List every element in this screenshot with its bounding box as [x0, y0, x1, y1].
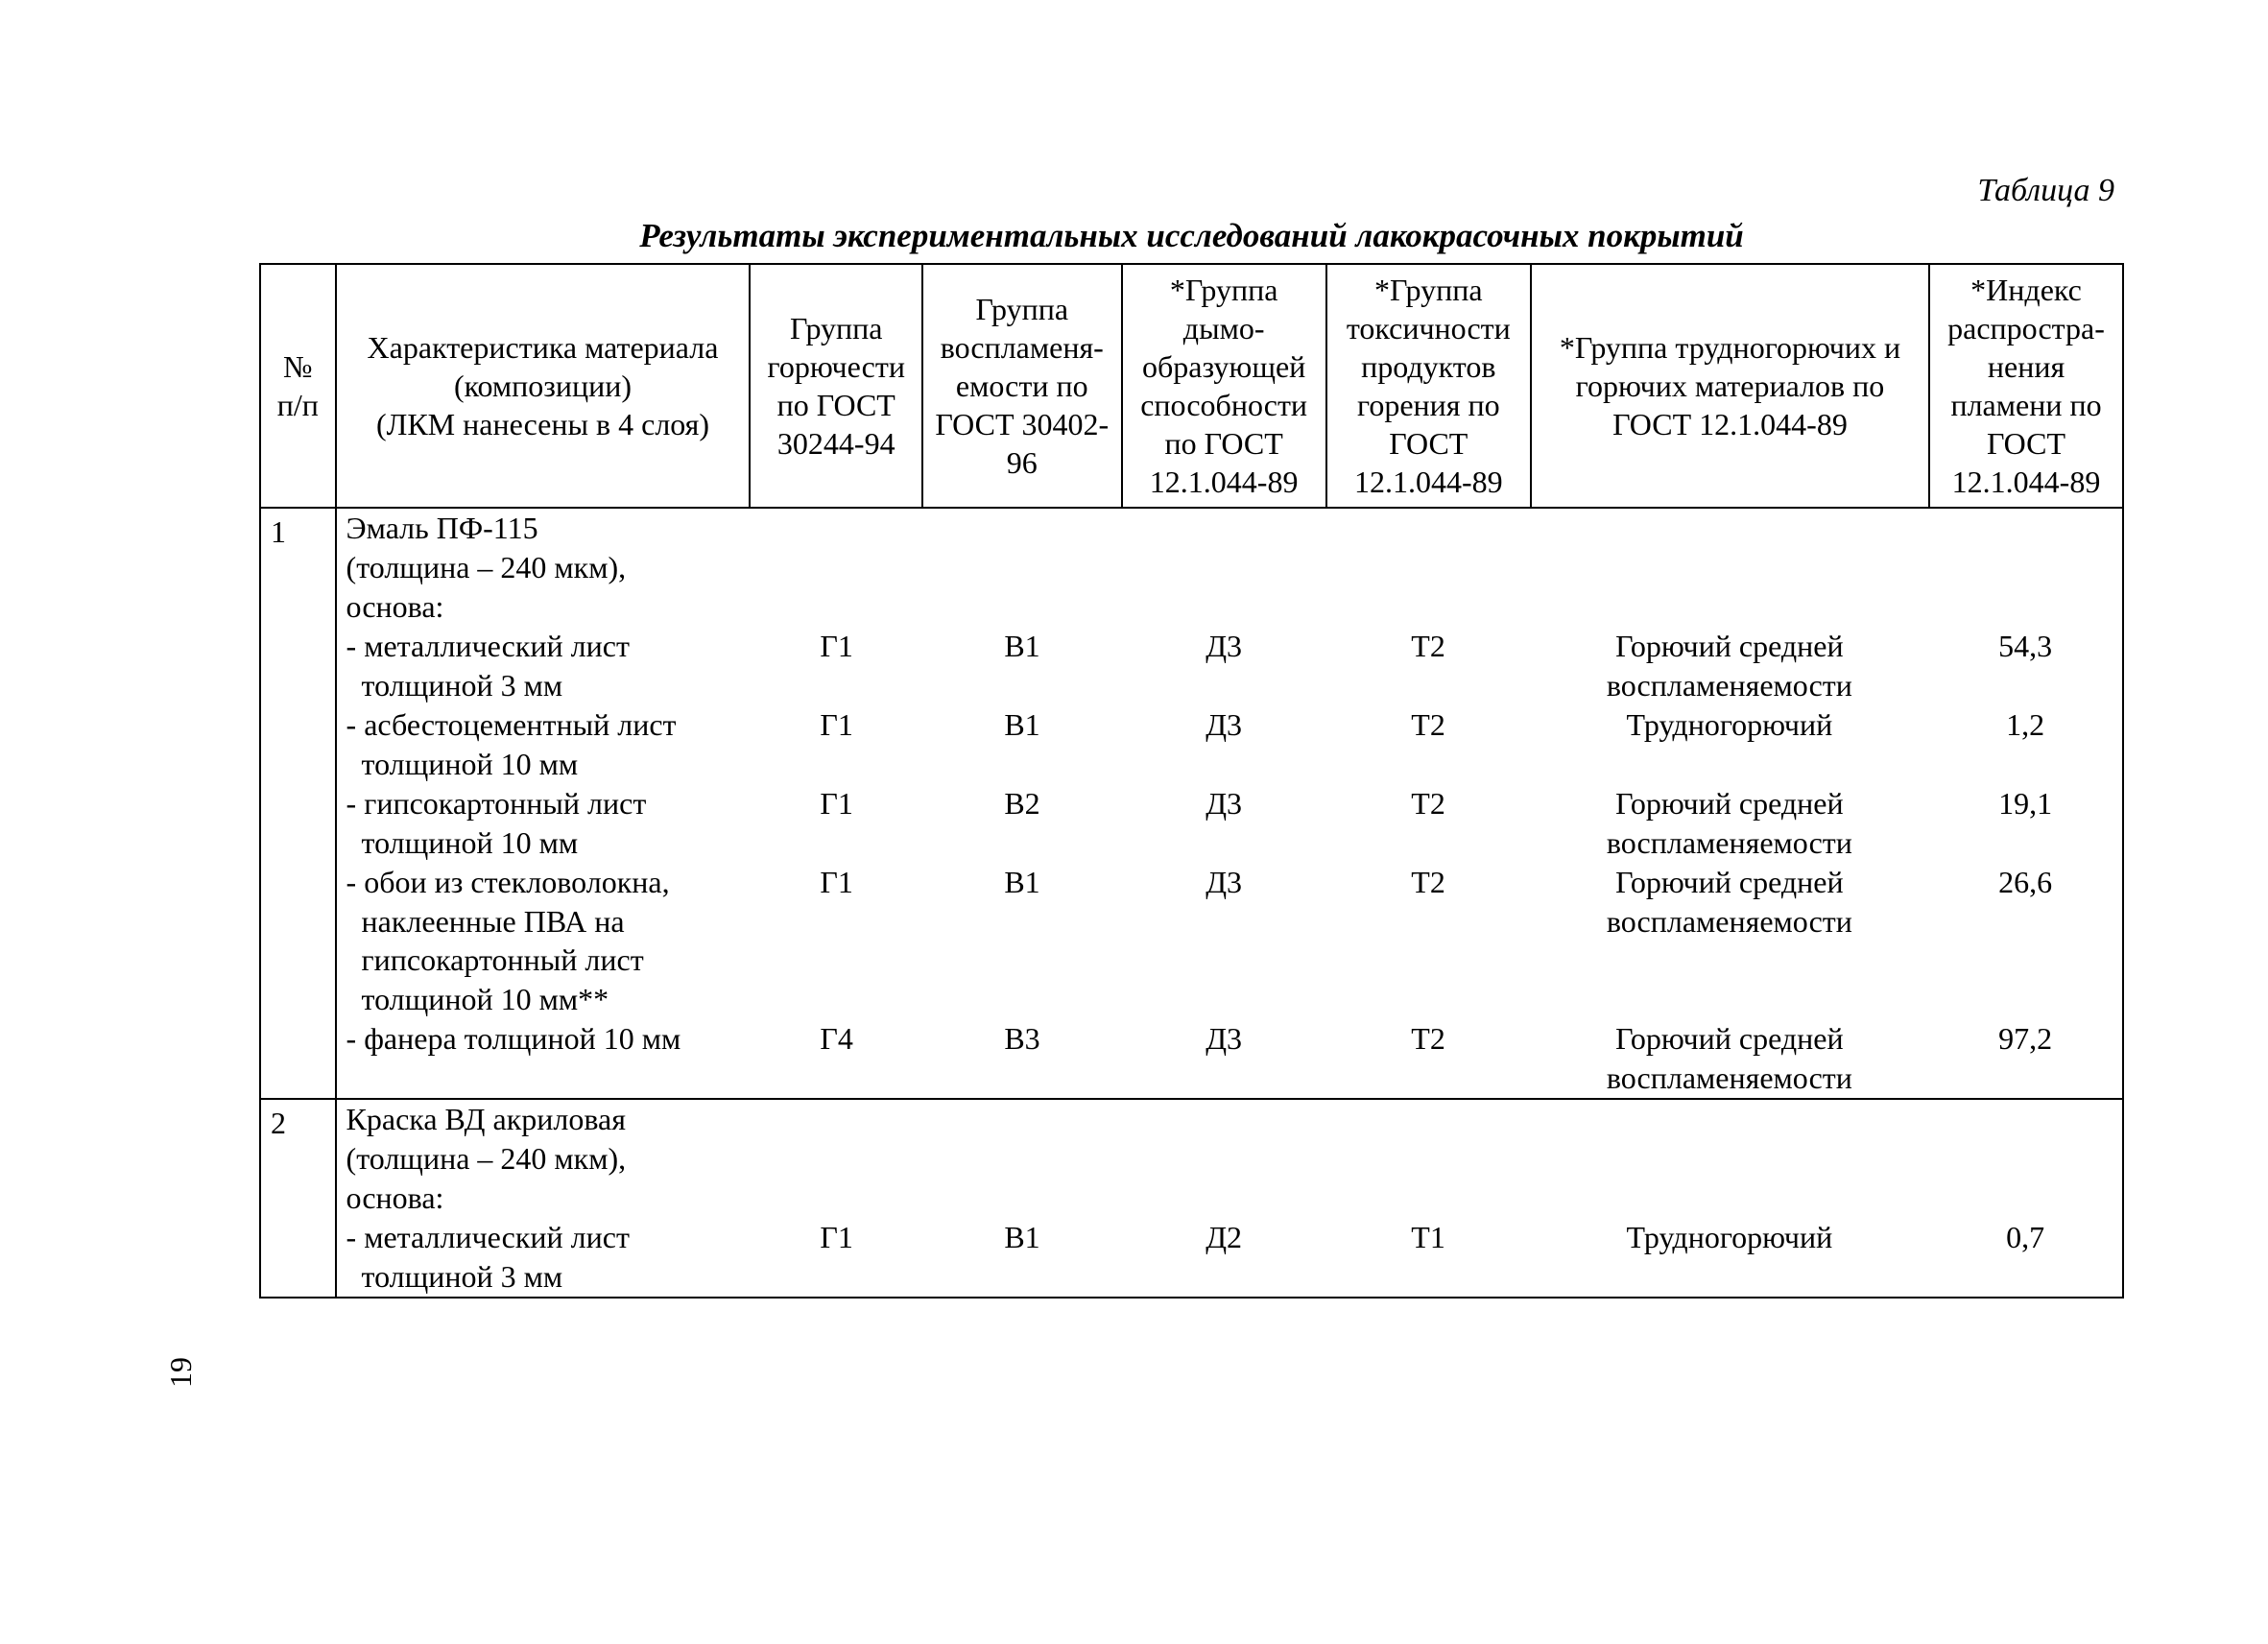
cell-index: 97,2 [1928, 1019, 2122, 1098]
material-desc: - фанера толщиной 10 мм [337, 1019, 751, 1098]
cell-goruchest: Г1 [751, 863, 922, 1020]
col-vosplam: Группа воспламеня­емости по ГОСТ 30402-9… [922, 264, 1122, 508]
col-material: Характеристика материала (композиции)(ЛК… [336, 264, 751, 508]
cell-vosplam: В2 [922, 784, 1121, 863]
material-desc: - асбестоцементный лист толщиной 10 мм [337, 705, 751, 784]
material-header: Эмаль ПФ-115(толщина – 240 мкм),основа: [337, 509, 751, 627]
col-dym: *Группа дымо­образующей способности по Г… [1122, 264, 1326, 508]
cell-index: 0,7 [1928, 1218, 2122, 1297]
cell-vosplam: В1 [922, 705, 1121, 784]
cell-dym: Д3 [1122, 627, 1326, 705]
material-desc: - металлический лист толщиной 3 мм [337, 1218, 751, 1297]
cell-goruchest: Г1 [751, 784, 922, 863]
cell-dym: Д2 [1122, 1218, 1326, 1297]
cell-vosplam: В1 [922, 863, 1121, 1020]
material-subrow: - асбестоцементный лист толщиной 10 ммГ1… [337, 705, 2122, 784]
table-number-label: Таблица 9 [259, 173, 2124, 209]
cell-toxic: Т2 [1326, 705, 1531, 784]
col-toxic: *Группа токсичности продуктов горения по… [1326, 264, 1531, 508]
table-header-row: № п/п Характеристика материала (композиц… [260, 264, 2123, 508]
material-desc: - металлический лист толщиной 3 мм [337, 627, 751, 705]
cell-group: Горючий среднейвоспламеняемости [1531, 863, 1929, 1020]
cell-toxic: Т2 [1326, 863, 1531, 1020]
material-subrow: - металлический лист толщиной 3 ммГ1В1Д3… [337, 627, 2122, 705]
cell-group: Горючий среднейвоспламеняемости [1531, 627, 1929, 705]
material-subrow: - обои из стекловолокна, наклеенные ПВА … [337, 863, 2122, 1020]
cell-toxic: Т2 [1326, 627, 1531, 705]
cell-dym: Д3 [1122, 863, 1326, 1020]
cell-toxic: Т2 [1326, 784, 1531, 863]
cell-goruchest: Г1 [751, 1218, 922, 1297]
material-subrow: - металлический лист толщиной 3 ммГ1В1Д2… [337, 1218, 2122, 1297]
cell-group: Трудногорючий [1531, 1218, 1929, 1297]
cell-index: 1,2 [1928, 705, 2122, 784]
cell-group: Горючий среднейвоспламеняемости [1531, 784, 1929, 863]
cell-dym: Д3 [1122, 1019, 1326, 1098]
row-number: 2 [260, 1099, 336, 1298]
cell-index: 54,3 [1928, 627, 2122, 705]
page-number: 19 [163, 1357, 199, 1388]
cell-goruchest: Г4 [751, 1019, 922, 1098]
table-title: Результаты экспериментальных исследовани… [259, 217, 2124, 255]
material-desc: - гипсокартонный лист толщиной 10 мм [337, 784, 751, 863]
cell-goruchest: Г1 [751, 705, 922, 784]
results-table: № п/п Характеристика материала (композиц… [259, 263, 2124, 1299]
table-row: 2Краска ВД акриловая(толщина – 240 мкм),… [260, 1099, 2123, 1298]
material-header: Краска ВД акриловая(толщина – 240 мкм),о… [337, 1100, 751, 1218]
cell-index: 19,1 [1928, 784, 2122, 863]
cell-toxic: Т2 [1326, 1019, 1531, 1098]
cell-index: 26,6 [1928, 863, 2122, 1020]
cell-vosplam: В1 [922, 627, 1121, 705]
cell-dym: Д3 [1122, 784, 1326, 863]
cell-toxic: Т1 [1326, 1218, 1531, 1297]
cell-dym: Д3 [1122, 705, 1326, 784]
cell-group: Трудногорючий [1531, 705, 1929, 784]
col-index: *Индекс распростра­нения пламени по ГОСТ… [1929, 264, 2123, 508]
cell-vosplam: В3 [922, 1019, 1121, 1098]
col-num: № п/п [260, 264, 336, 508]
row-content: Эмаль ПФ-115(толщина – 240 мкм),основа:-… [336, 508, 2123, 1099]
row-number: 1 [260, 508, 336, 1099]
col-group: *Группа трудногорючих и горючих материал… [1531, 264, 1929, 508]
material-desc: - обои из стекловолокна, наклеенные ПВА … [337, 863, 751, 1020]
row-content: Краска ВД акриловая(толщина – 240 мкм),о… [336, 1099, 2123, 1298]
table-row: 1Эмаль ПФ-115(толщина – 240 мкм),основа:… [260, 508, 2123, 1099]
col-goruchest: Группа горючести по ГОСТ 30244-94 [750, 264, 922, 508]
material-subrow: - гипсокартонный лист толщиной 10 ммГ1В2… [337, 784, 2122, 863]
material-subrow: - фанера толщиной 10 ммГ4В3Д3Т2Горючий с… [337, 1019, 2122, 1098]
cell-goruchest: Г1 [751, 627, 922, 705]
cell-vosplam: В1 [922, 1218, 1121, 1297]
cell-group: Горючий среднейвоспламеняемости [1531, 1019, 1929, 1098]
